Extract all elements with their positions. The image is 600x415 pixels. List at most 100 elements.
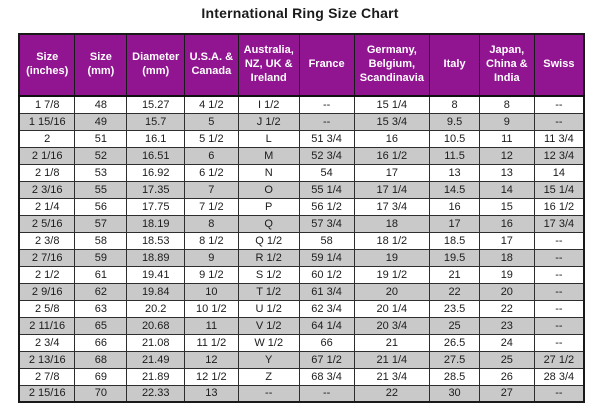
cell: 2 1/16 <box>18 146 76 165</box>
cell: 11.5 <box>429 146 480 165</box>
cell: 28.5 <box>429 367 480 386</box>
cell: V 1/2 <box>237 316 300 335</box>
cell: 12 1/2 <box>184 367 239 386</box>
cell: 16.92 <box>126 163 186 182</box>
ring-size-table: Size (inches) Size (mm) Diameter (mm) U.S.A… <box>18 33 585 403</box>
cell: 15 1/4 <box>533 180 585 199</box>
cell: 2 15/16 <box>18 384 76 403</box>
cell: 2 9/16 <box>18 282 76 301</box>
column-header: Germany, Belgium, Scandinavia <box>353 33 431 97</box>
cell: 2 5/16 <box>18 214 76 233</box>
cell: 14 <box>478 180 535 199</box>
cell: -- <box>533 316 585 335</box>
cell: 19.5 <box>429 248 480 267</box>
cell: 5 1/2 <box>184 129 239 148</box>
table-row: 2 1/8 53 16.92 6 1/2 N 54 17 13 13 14 <box>18 163 585 182</box>
cell: 16 <box>478 214 535 233</box>
cell: 20 <box>478 282 535 301</box>
cell: 24 <box>478 333 535 352</box>
cell: 21 1/4 <box>353 350 431 369</box>
cell: 2 3/4 <box>18 333 76 352</box>
table-row: 1 15/16 49 15.7 5 J 1/2 -- 15 3/4 9.5 9 -- <box>18 112 585 131</box>
cell: 17.75 <box>126 197 186 216</box>
table-row: 1 7/8 48 15.27 4 1/2 I 1/2 -- 15 1/4 8 8 -- <box>18 95 585 114</box>
cell: 15 1/4 <box>353 95 431 114</box>
table-row: 2 1/16 52 16.51 6 M 52 3/4 16 1/2 11.5 12 12 3/4 <box>18 146 585 165</box>
cell: -- <box>533 265 585 284</box>
cell: 27 1/2 <box>533 350 585 369</box>
cell: N <box>237 163 300 182</box>
cell: 1 15/16 <box>18 112 76 131</box>
cell: 2 13/16 <box>18 350 76 369</box>
cell: 20 3/4 <box>353 316 431 335</box>
cell: 18 1/2 <box>353 231 431 250</box>
cell: P <box>237 197 300 216</box>
table-row: 2 1/4 56 17.75 7 1/2 P 56 1/2 17 3/4 16 15 16 1/2 <box>18 197 585 216</box>
table-header: Size (inches) Size (mm) Diameter (mm) U.S.A… <box>18 33 585 97</box>
cell: 16 <box>429 197 480 216</box>
cell: 22 <box>429 282 480 301</box>
cell: 4 1/2 <box>184 95 239 114</box>
cell: 16 1/2 <box>533 197 585 216</box>
cell: 18 <box>353 214 431 233</box>
cell: L <box>237 129 300 148</box>
cell: 6 <box>184 146 239 165</box>
cell: 7 <box>184 180 239 199</box>
cell: 21 <box>353 333 431 352</box>
column-header: Japan, China & India <box>478 33 535 97</box>
cell: 63 <box>74 299 128 318</box>
cell: -- <box>237 384 300 403</box>
cell: 48 <box>74 95 128 114</box>
cell: 2 1/8 <box>18 163 76 182</box>
cell: 26.5 <box>429 333 480 352</box>
cell: W 1/2 <box>237 333 300 352</box>
cell: 68 3/4 <box>298 367 355 386</box>
cell: 16 <box>353 129 431 148</box>
cell: U 1/2 <box>237 299 300 318</box>
cell: Z <box>237 367 300 386</box>
cell: 14.5 <box>429 180 480 199</box>
cell: 20.2 <box>126 299 186 318</box>
table-row: 2 1/2 61 19.41 9 1/2 S 1/2 60 1/2 19 1/2 21 19 -- <box>18 265 585 284</box>
cell: -- <box>298 384 355 403</box>
cell: 25 <box>478 350 535 369</box>
cell: 10.5 <box>429 129 480 148</box>
cell: 54 <box>298 163 355 182</box>
cell: 15 <box>478 197 535 216</box>
cell: 21.89 <box>126 367 186 386</box>
cell: 17 3/4 <box>353 197 431 216</box>
cell: 19 1/2 <box>353 265 431 284</box>
cell: -- <box>533 299 585 318</box>
cell: 19 <box>353 248 431 267</box>
cell: 60 1/2 <box>298 265 355 284</box>
column-header: Swiss <box>533 33 585 97</box>
table-row: 2 3/16 55 17.35 7 O 55 1/4 17 1/4 14.5 14 15 1/4 <box>18 180 585 199</box>
cell: R 1/2 <box>237 248 300 267</box>
table-row: 2 51 16.1 5 1/2 L 51 3/4 16 10.5 11 11 3/4 <box>18 129 585 148</box>
cell: 19.41 <box>126 265 186 284</box>
cell: 17 <box>478 231 535 250</box>
cell: 21 3/4 <box>353 367 431 386</box>
cell: 20 1/4 <box>353 299 431 318</box>
column-header: Italy <box>429 33 480 97</box>
column-header: Size (inches) <box>18 33 76 97</box>
cell: 2 5/8 <box>18 299 76 318</box>
cell: 65 <box>74 316 128 335</box>
header-row: Size (inches) Size (mm) Diameter (mm) U.S.A… <box>18 33 585 97</box>
cell: 10 <box>184 282 239 301</box>
cell: 58 <box>298 231 355 250</box>
cell: Q 1/2 <box>237 231 300 250</box>
table-row: 2 13/16 68 21.49 12 Y 67 1/2 21 1/4 27.5 25 27 1/… <box>18 350 585 369</box>
cell: 58 <box>74 231 128 250</box>
cell: 17 <box>429 214 480 233</box>
cell: 22 <box>478 299 535 318</box>
cell: -- <box>298 112 355 131</box>
cell: 27 <box>478 384 535 403</box>
table-row: 2 11/16 65 20.68 11 V 1/2 64 1/4 20 3/4 25 23 -- <box>18 316 585 335</box>
cell: 17 3/4 <box>533 214 585 233</box>
cell: 11 1/2 <box>184 333 239 352</box>
cell: 2 1/4 <box>18 197 76 216</box>
cell: 2 3/8 <box>18 231 76 250</box>
cell: 52 3/4 <box>298 146 355 165</box>
